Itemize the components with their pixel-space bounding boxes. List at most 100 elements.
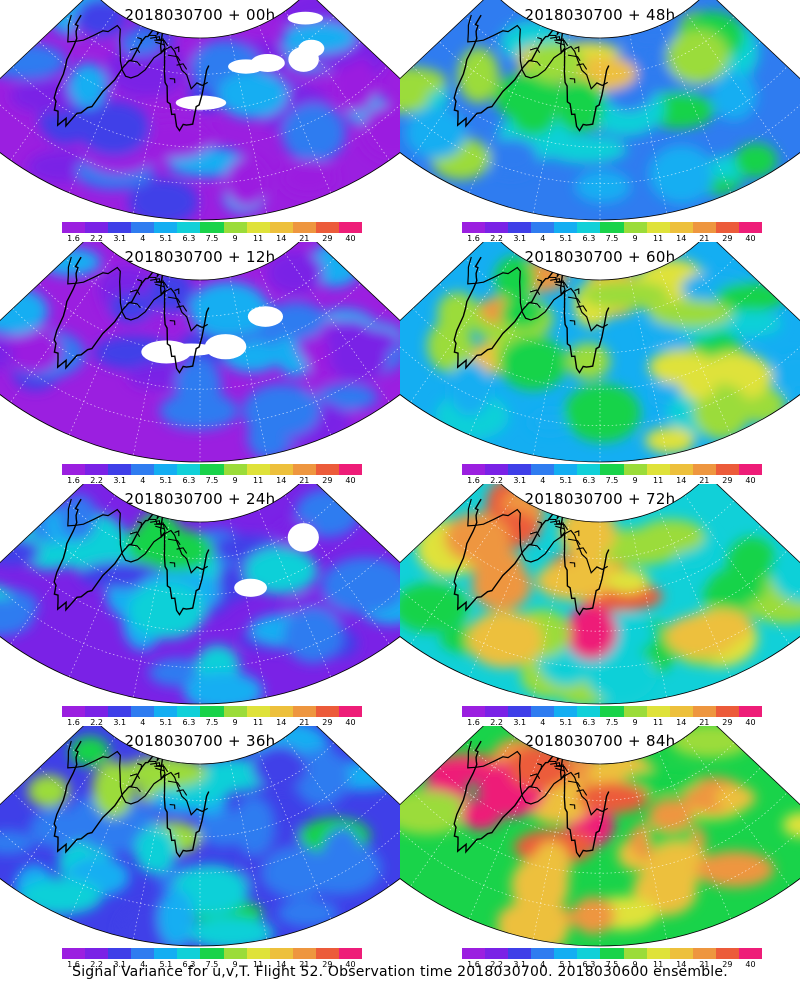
color-bar-label: 14 bbox=[676, 234, 687, 243]
color-bar-label: 9 bbox=[232, 960, 238, 969]
panel-title: 2018030700 + 24h bbox=[124, 490, 276, 508]
color-bar bbox=[462, 222, 763, 233]
panel-title: 2018030700 + 60h bbox=[524, 248, 676, 266]
color-bar-label: 4 bbox=[140, 476, 146, 485]
color-bar-label: 29 bbox=[322, 960, 333, 969]
color-bar-label: 1.6 bbox=[67, 234, 80, 243]
color-bar-label: 14 bbox=[276, 960, 287, 969]
color-bar-label: 6.3 bbox=[582, 718, 596, 727]
color-bar-label: 1.6 bbox=[67, 960, 80, 969]
color-bar-label: 11 bbox=[653, 960, 664, 969]
color-bar-label: 7.5 bbox=[205, 718, 219, 727]
color-bar-labels: 1.6 2.2 3.1 4 5.1 6.3 7.5 9 11 14 21 29 40 bbox=[462, 718, 762, 730]
color-bar-swatch bbox=[338, 706, 363, 717]
color-bar-swatch bbox=[531, 222, 555, 233]
color-bar-swatch bbox=[292, 948, 316, 959]
color-bar-swatch bbox=[292, 706, 316, 717]
color-bar-label: 5.1 bbox=[159, 234, 173, 243]
color-bar-swatch bbox=[85, 706, 109, 717]
color-bar-label: 11 bbox=[653, 234, 664, 243]
color-bar-swatch bbox=[177, 222, 201, 233]
color-bar-swatch bbox=[246, 706, 270, 717]
color-bar-label: 7.5 bbox=[205, 960, 219, 969]
map-panel: 2018030700 + 12h 1.6 2.2 3.1 4 5.1 6.3 7.5 9 11 14… bbox=[0, 242, 400, 489]
color-bar-label: 1.6 bbox=[467, 476, 480, 485]
color-bar-swatch bbox=[554, 948, 578, 959]
color-bar-swatch bbox=[462, 706, 486, 717]
panel-title: 2018030700 + 12h bbox=[124, 248, 276, 266]
color-bar-swatch bbox=[108, 948, 132, 959]
color-bar-swatch bbox=[62, 222, 86, 233]
color-bar-label: 1.6 bbox=[67, 476, 80, 485]
color-bar-label: 4 bbox=[140, 960, 146, 969]
color-bar-swatch bbox=[623, 706, 647, 717]
color-bar-label: 9 bbox=[232, 476, 238, 485]
color-bar-label: 21 bbox=[699, 234, 710, 243]
panel-title: 2018030700 + 00h bbox=[124, 6, 276, 24]
color-bar-swatch bbox=[338, 948, 363, 959]
color-bar-label: 21 bbox=[299, 960, 310, 969]
color-bar-label: 21 bbox=[299, 234, 310, 243]
color-bar-swatch bbox=[108, 222, 132, 233]
color-bar-label: 29 bbox=[722, 476, 733, 485]
color-bar-label: 21 bbox=[699, 960, 710, 969]
color-bar-swatch bbox=[108, 706, 132, 717]
color-bar-labels: 1.6 2.2 3.1 4 5.1 6.3 7.5 9 11 14 21 29 40 bbox=[62, 960, 362, 972]
color-bar-swatch bbox=[462, 948, 486, 959]
color-bar-swatch bbox=[692, 222, 716, 233]
variance-map bbox=[0, 484, 400, 705]
color-bar-swatch bbox=[269, 706, 293, 717]
color-bar-label: 5.1 bbox=[559, 718, 573, 727]
variance-map bbox=[400, 726, 800, 947]
color-bar bbox=[62, 948, 363, 959]
color-bar-label: 6.3 bbox=[582, 234, 596, 243]
color-bar-label: 3.1 bbox=[513, 234, 527, 243]
color-bar-swatch bbox=[508, 464, 532, 475]
color-bar-swatch bbox=[269, 948, 293, 959]
color-bar-label: 9 bbox=[232, 718, 238, 727]
color-bar-label: 7.5 bbox=[205, 234, 219, 243]
color-bar-swatch bbox=[85, 222, 109, 233]
color-bar-label: 5.1 bbox=[159, 476, 173, 485]
color-bar-label: 5.1 bbox=[159, 960, 173, 969]
color-bar-label: 2.2 bbox=[90, 718, 103, 727]
color-bar-label: 2.2 bbox=[490, 476, 503, 485]
color-bar-label: 40 bbox=[745, 476, 756, 485]
color-bar-label: 11 bbox=[253, 476, 264, 485]
color-bar-label: 5.1 bbox=[559, 476, 573, 485]
color-bar-label: 14 bbox=[276, 718, 287, 727]
color-bar-label: 2.2 bbox=[490, 960, 503, 969]
color-bar-swatch bbox=[577, 222, 601, 233]
color-bar-swatch bbox=[131, 948, 155, 959]
color-bar-swatch bbox=[62, 464, 86, 475]
variance-map bbox=[0, 242, 400, 463]
color-bar-swatch bbox=[85, 464, 109, 475]
color-bar-label: 9 bbox=[632, 960, 638, 969]
color-bar-label: 6.3 bbox=[182, 234, 196, 243]
color-bar-label: 2.2 bbox=[490, 234, 503, 243]
color-bar-swatch bbox=[177, 948, 201, 959]
color-bar-label: 2.2 bbox=[490, 718, 503, 727]
color-bar-swatch bbox=[85, 948, 109, 959]
color-bar-swatch bbox=[292, 464, 316, 475]
color-bar-swatch bbox=[246, 464, 270, 475]
color-bar-swatch bbox=[315, 222, 339, 233]
color-bar-swatch bbox=[154, 222, 178, 233]
color-bar-swatch bbox=[315, 464, 339, 475]
color-bar-label: 14 bbox=[676, 960, 687, 969]
color-bar-swatch bbox=[646, 706, 670, 717]
color-bar-label: 4 bbox=[140, 718, 146, 727]
color-bar-label: 14 bbox=[276, 476, 287, 485]
color-bar-swatch bbox=[62, 706, 86, 717]
panel-title: 2018030700 + 84h bbox=[524, 732, 676, 750]
color-bar-swatch bbox=[738, 706, 763, 717]
color-bar-label: 3.1 bbox=[513, 960, 527, 969]
panel-title: 2018030700 + 48h bbox=[524, 6, 676, 24]
color-bar-swatch bbox=[269, 464, 293, 475]
color-bar-swatch bbox=[623, 948, 647, 959]
color-bar-label: 4 bbox=[540, 476, 546, 485]
color-bar-swatch bbox=[577, 464, 601, 475]
color-bar-swatch bbox=[246, 948, 270, 959]
color-bar-swatch bbox=[315, 706, 339, 717]
color-bar-labels: 1.6 2.2 3.1 4 5.1 6.3 7.5 9 11 14 21 29 40 bbox=[62, 476, 362, 488]
